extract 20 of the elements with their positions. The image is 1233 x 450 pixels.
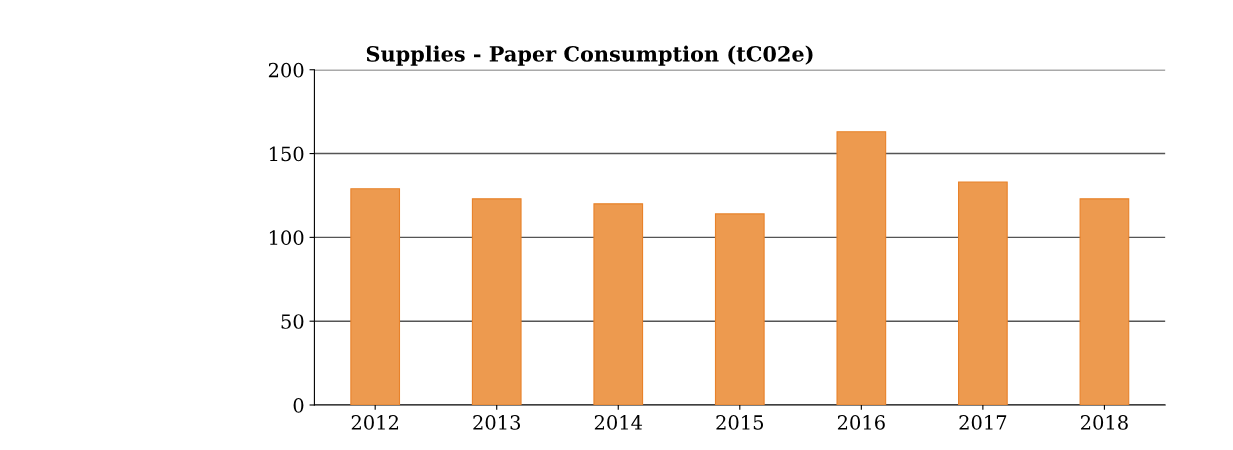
- x-tick-label: 2016: [837, 415, 885, 430]
- bar: [836, 131, 887, 405]
- y-tick-label: 0: [293, 397, 304, 413]
- bar: [350, 188, 401, 405]
- bar: [593, 203, 644, 405]
- x-tick-label: 2018: [1080, 415, 1128, 430]
- bar: [471, 198, 522, 405]
- x-tick-label: 2013: [473, 415, 521, 430]
- y-tick-label: 150: [269, 146, 304, 162]
- x-tick-label: 2017: [959, 415, 1007, 430]
- bar: [958, 181, 1008, 405]
- x-tick-label: 2012: [351, 415, 399, 430]
- y-tick-label: 200: [268, 62, 304, 78]
- y-tick-label: 100: [269, 230, 304, 246]
- x-tick-label: 2014: [594, 415, 643, 430]
- bar: [1079, 198, 1130, 405]
- x-tick-label: 2015: [716, 415, 764, 430]
- bar: [714, 213, 765, 405]
- chart-title: Supplies - Paper Consumption (tC02e): [366, 45, 813, 66]
- y-tick-label: 50: [281, 314, 304, 329]
